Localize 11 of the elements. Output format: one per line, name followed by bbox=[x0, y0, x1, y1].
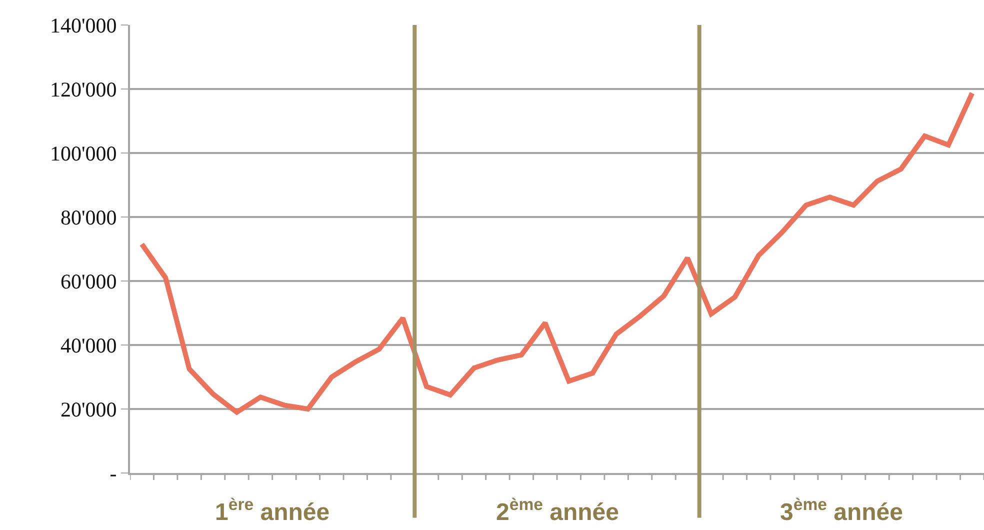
text: 3$^{ème}$ année bbox=[780, 495, 903, 526]
text: 2$^{ème}$ année bbox=[496, 495, 619, 526]
y-tick-label: 140'000 bbox=[50, 13, 117, 38]
y-tick-label: 80'000 bbox=[60, 205, 117, 230]
y-tick-label: 120'000 bbox=[50, 77, 117, 102]
y-tick-label: 40'000 bbox=[60, 333, 117, 358]
text: 1$^{ère}$ année bbox=[215, 495, 330, 526]
y-tick-label: - bbox=[110, 461, 117, 486]
y-tick-label: 60'000 bbox=[60, 269, 117, 294]
y-tick-label: 20'000 bbox=[60, 397, 117, 422]
y-tick-label: 100'000 bbox=[50, 141, 117, 166]
